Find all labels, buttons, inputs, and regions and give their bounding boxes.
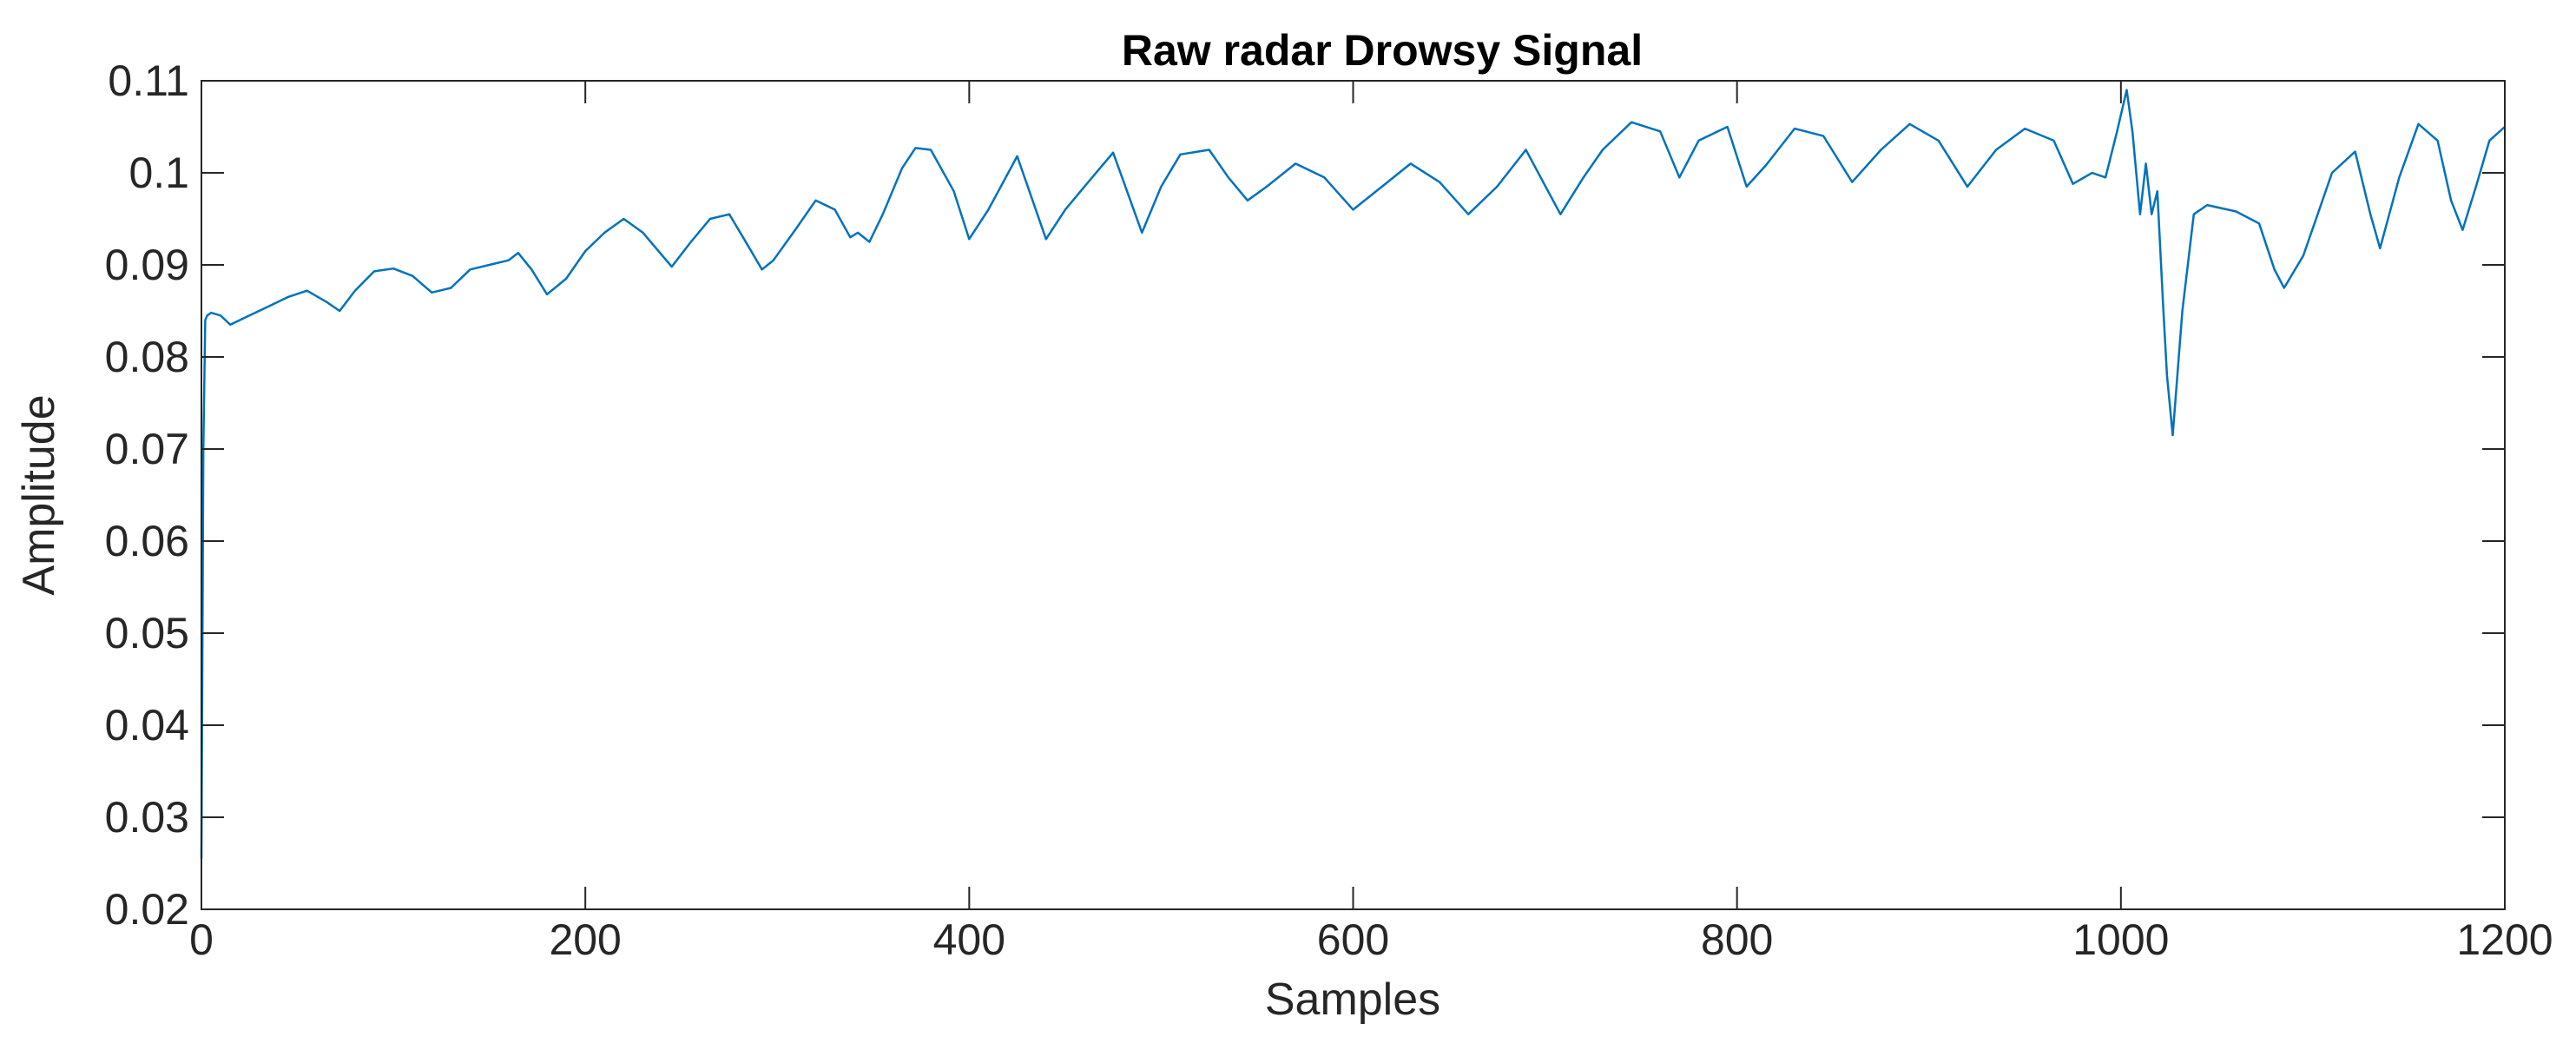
chart-title: Raw radar Drowsy Signal <box>1122 26 1643 75</box>
x-tick-label: 0 <box>189 915 214 964</box>
y-tick-label: 0.1 <box>128 149 189 197</box>
x-tick-label: 1000 <box>2072 915 2169 964</box>
signal-line <box>200 89 2506 859</box>
y-tick-label: 0.09 <box>105 241 189 289</box>
x-axis-title: Samples <box>1265 974 1440 1025</box>
y-tick-label: 0.06 <box>105 517 189 565</box>
x-tick-label: 600 <box>1317 915 1389 964</box>
data-layer <box>200 89 2506 859</box>
y-tick-label: 0.02 <box>105 885 189 934</box>
x-tick-label: 800 <box>1701 915 1773 964</box>
x-tick-label: 400 <box>933 915 1005 964</box>
ticks-layer: 0 200 400 600 800 1000 1200 0.02 0.03 0.04 0.05 0.0… <box>105 56 2553 964</box>
y-tick-label: 0.05 <box>105 609 189 657</box>
y-tick-label: 0.04 <box>105 701 189 750</box>
x-tick-label: 1200 <box>2456 915 2553 964</box>
y-axis-title: Amplitude <box>14 394 64 595</box>
y-tick-label: 0.03 <box>105 793 189 842</box>
y-tick-label: 0.08 <box>105 333 189 381</box>
y-tick-label: 0.11 <box>108 56 189 105</box>
y-tick-label: 0.07 <box>105 425 189 473</box>
x-tick-label: 200 <box>549 915 621 964</box>
